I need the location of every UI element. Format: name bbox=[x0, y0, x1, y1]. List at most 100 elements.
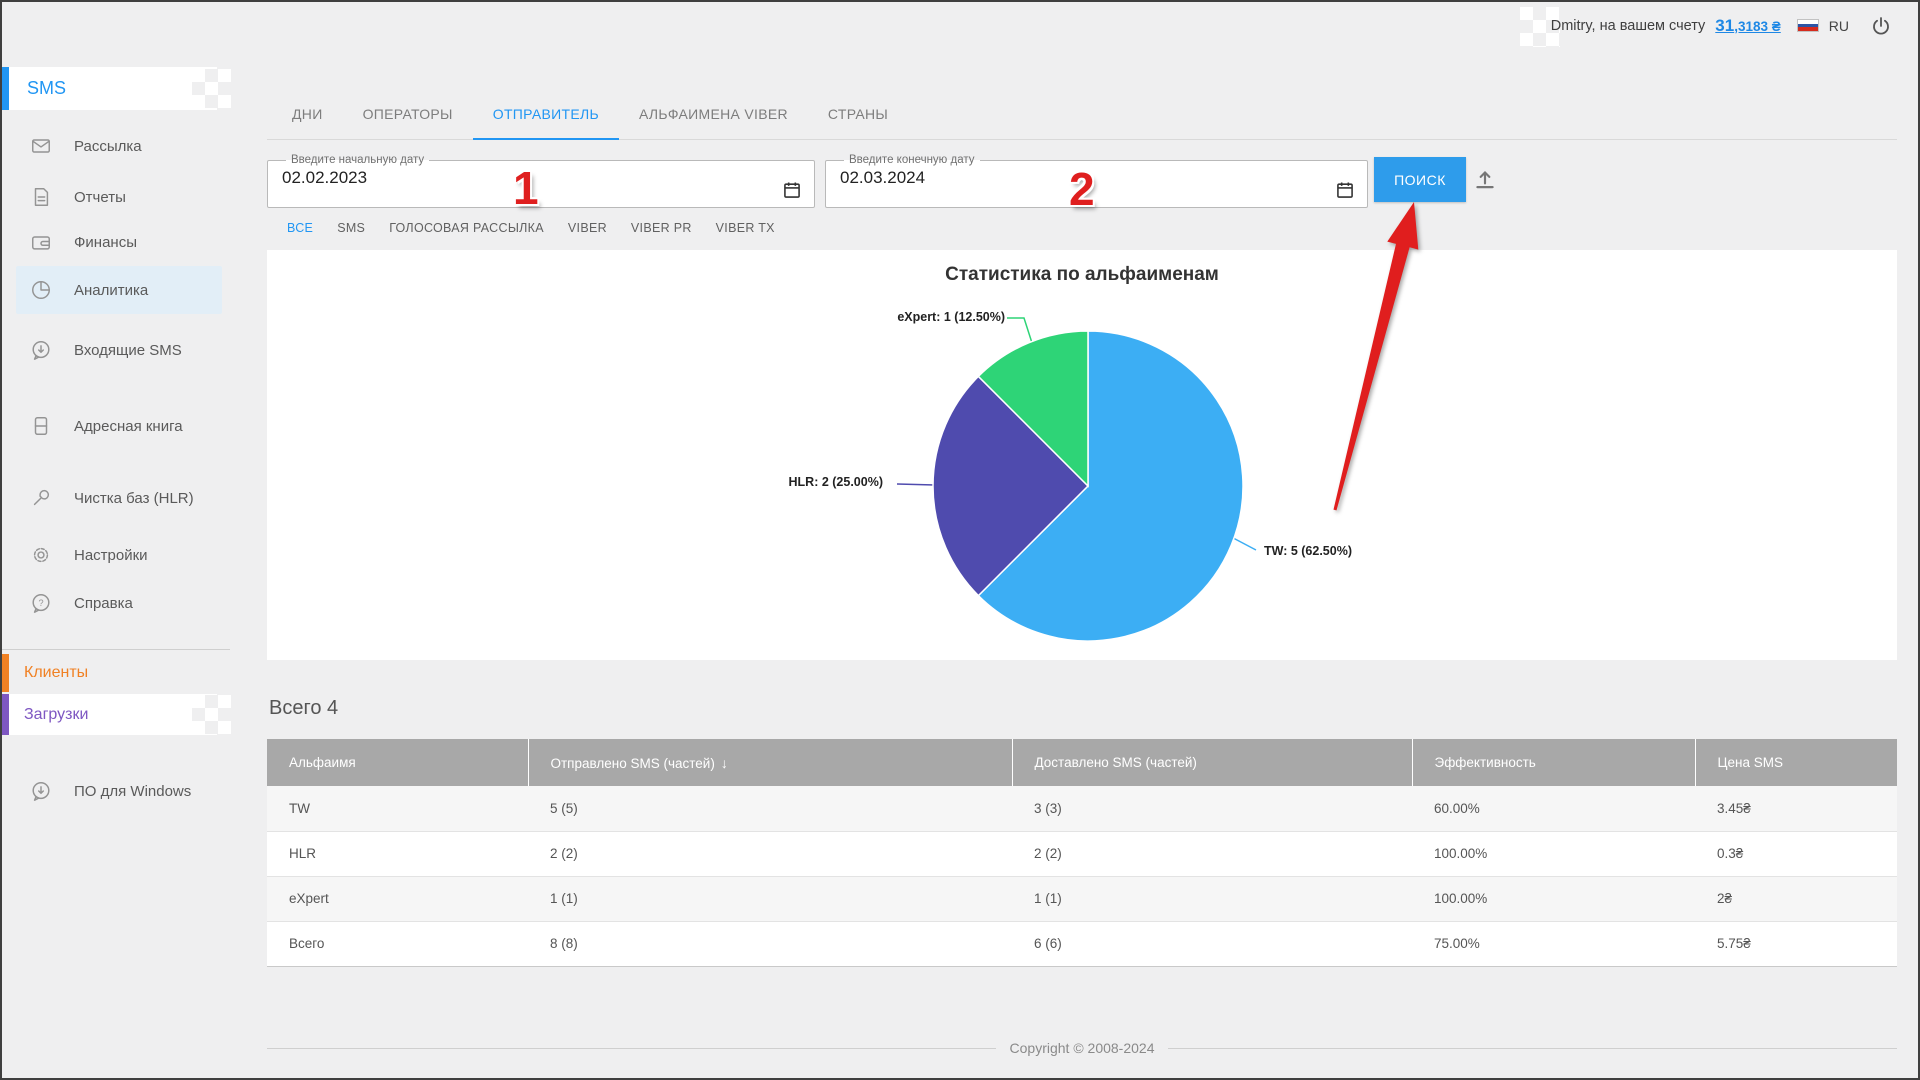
sidebar-item-rassylka[interactable]: Рассылка bbox=[22, 131, 222, 161]
sidebar-item-adresnaya-kniga[interactable]: Адресная книга bbox=[22, 400, 222, 452]
cell-price: 2₴ bbox=[1695, 875, 1897, 921]
sidebar-item-finansy[interactable]: Финансы bbox=[22, 227, 222, 257]
pie-icon bbox=[30, 279, 52, 301]
filter-golosovaya[interactable]: ГОЛОСОВАЯ РАССЫЛКА bbox=[389, 221, 544, 235]
col-delivered[interactable]: Доставлено SMS (частей) bbox=[1012, 739, 1413, 786]
cell-sent: 8 (8) bbox=[528, 920, 1012, 966]
alphaname-stats-chart: Статистика по альфаименам eXpert: 1 (12.… bbox=[267, 250, 1897, 660]
total-count-label: Всего 4 bbox=[269, 697, 339, 719]
filter-viber-tx[interactable]: VIBER TX bbox=[715, 221, 775, 235]
sidebar-item-label: Аналитика bbox=[74, 281, 149, 299]
help-icon: ? bbox=[30, 592, 52, 614]
sidebar-item-label: Входящие SMS bbox=[74, 341, 182, 359]
gear-icon bbox=[30, 544, 52, 566]
tab-strany[interactable]: СТРАНЫ bbox=[827, 106, 889, 122]
cell-price: 0.3₴ bbox=[1695, 830, 1897, 876]
cell-delivered: 2 (2) bbox=[1012, 830, 1412, 876]
analytics-tabs: ДНИ ОПЕРАТОРЫ ОТПРАВИТЕЛЬ АЛЬФАИМЕНА VIB… bbox=[267, 89, 1897, 140]
tab-operatory[interactable]: ОПЕРАТОРЫ bbox=[362, 106, 453, 122]
sidebar-item-label: ПО для Windows bbox=[74, 782, 192, 800]
col-sent[interactable]: Отправлено SMS (частей) ↓ bbox=[528, 739, 1013, 786]
cell-sent: 5 (5) bbox=[550, 800, 578, 816]
cell-efficiency: 100.00% bbox=[1412, 830, 1695, 876]
cell-efficiency: 75.00% bbox=[1412, 920, 1695, 966]
sidebar: SMS Рассылка Отчеты Финансы Аналитика Вх… bbox=[2, 49, 242, 1078]
filter-viber[interactable]: VIBER bbox=[567, 221, 607, 235]
section-label: Клиенты bbox=[24, 664, 89, 681]
sidebar-item-analitika[interactable]: Аналитика bbox=[16, 266, 222, 314]
col-alphaname[interactable]: Альфаимя bbox=[267, 739, 529, 786]
table-row: HLR 2 (2) 2 (2) 100.00% 0.3₴ bbox=[267, 830, 1897, 876]
cell-alphaname: Всего bbox=[267, 920, 528, 966]
upload-export-icon[interactable] bbox=[1472, 166, 1498, 197]
filter-sms[interactable]: SMS bbox=[337, 221, 366, 235]
sidebar-item-nastroyki[interactable]: Настройки bbox=[22, 540, 222, 570]
pie-chart-svg bbox=[896, 317, 1257, 642]
copyright-text: Copyright © 2008-2024 bbox=[1009, 1040, 1155, 1056]
cell-sent: 1 (1) bbox=[528, 875, 1012, 921]
sidebar-item-otchety[interactable]: Отчеты bbox=[22, 182, 222, 212]
cell-efficiency: 60.00% bbox=[1434, 800, 1480, 816]
end-date-label: Введите конечную дату bbox=[849, 154, 975, 166]
search-button[interactable]: ПОИСК bbox=[1374, 157, 1466, 202]
sidebar-section-zagruzki[interactable]: Загрузки bbox=[2, 694, 231, 735]
sidebar-item-po-dlya-windows[interactable]: ПО для Windows bbox=[22, 765, 222, 817]
sidebar-item-vhodyashchie-sms[interactable]: Входящие SMS bbox=[22, 324, 222, 376]
pie-label-tw: TW: 5 (62.50%) bbox=[1264, 544, 1352, 558]
cell-alphaname: eXpert bbox=[267, 875, 528, 921]
channel-filter-row: ВСЕ SMS ГОЛОСОВАЯ РАССЫЛКА VIBER VIBER P… bbox=[267, 221, 775, 235]
chart-title: Статистика по альфаименам bbox=[945, 264, 1219, 285]
filter-viber-pr[interactable]: VIBER PR bbox=[630, 221, 692, 235]
tab-dni[interactable]: ДНИ bbox=[292, 106, 323, 122]
cell-alphaname: TW bbox=[289, 800, 310, 816]
table-row: TW 5 (5) 3 (3) 60.00% 3.45₴ bbox=[267, 786, 1897, 831]
sidebar-item-label: Справка bbox=[74, 594, 133, 612]
start-date-input[interactable] bbox=[282, 168, 482, 188]
end-date-input[interactable] bbox=[840, 168, 1040, 188]
date-filter-row: Введите начальную дату Введите конечную … bbox=[267, 154, 1368, 208]
incoming-sms-icon bbox=[30, 339, 52, 361]
language-label[interactable]: RU bbox=[1828, 17, 1849, 34]
end-date-field[interactable]: Введите конечную дату bbox=[825, 154, 1368, 208]
svg-text:?: ? bbox=[38, 598, 43, 608]
pie-slice-tw[interactable] bbox=[977, 330, 1244, 642]
sidebar-item-label: Чистка баз (HLR) bbox=[74, 489, 194, 507]
sidebar-item-label: Отчеты bbox=[74, 188, 126, 206]
sidebar-section-klienty[interactable]: Клиенты bbox=[2, 654, 217, 692]
tab-alfaimena-viber[interactable]: АЛЬФАИМЕНА VIBER bbox=[638, 106, 788, 122]
russia-flag-icon[interactable] bbox=[1796, 19, 1819, 32]
cell-sent: 2 (2) bbox=[528, 830, 1012, 876]
start-date-field[interactable]: Введите начальную дату bbox=[267, 154, 815, 208]
table-row-total: Всего 8 (8) 6 (6) 75.00% 5.75₴ bbox=[267, 920, 1897, 966]
sidebar-item-spravka[interactable]: ? Справка bbox=[22, 588, 222, 618]
sidebar-item-chistka-baz[interactable]: Чистка баз (HLR) bbox=[22, 472, 222, 524]
col-efficiency[interactable]: Эффективность bbox=[1412, 739, 1696, 786]
annotation-step-1: 1 bbox=[513, 162, 539, 214]
sidebar-item-label: Рассылка bbox=[74, 137, 142, 155]
pie-slice-expert[interactable] bbox=[977, 330, 1089, 488]
leader-line-hlr bbox=[896, 483, 936, 486]
download-icon bbox=[30, 780, 52, 802]
wallet-icon bbox=[30, 231, 52, 253]
pixel-decoration bbox=[192, 695, 231, 734]
pixel-decoration bbox=[192, 69, 231, 108]
pie-slice-hlr[interactable] bbox=[932, 375, 1090, 597]
calendar-icon[interactable] bbox=[782, 180, 802, 205]
leader-line-expert bbox=[1007, 317, 1034, 347]
cell-delivered: 3 (3) bbox=[1034, 800, 1062, 816]
filter-vse[interactable]: ВСЕ bbox=[287, 221, 314, 235]
section-label: Загрузки bbox=[24, 705, 89, 723]
user-greeting: Dmitry, на вашем счету bbox=[1550, 17, 1706, 34]
top-header: Dmitry, на вашем счету 31,3183 ₴ RU bbox=[2, 2, 1918, 49]
tab-otpravitel[interactable]: ОТПРАВИТЕЛЬ bbox=[472, 89, 620, 140]
cell-delivered: 1 (1) bbox=[1012, 875, 1412, 921]
table-row: eXpert 1 (1) 1 (1) 100.00% 2₴ bbox=[267, 875, 1897, 921]
brand-label: SMS bbox=[27, 78, 67, 98]
balance-link[interactable]: 31,3183 ₴ bbox=[1715, 16, 1780, 36]
col-price[interactable]: Цена SMS bbox=[1695, 739, 1897, 786]
cell-delivered: 6 (6) bbox=[1012, 920, 1412, 966]
sidebar-brand-sms[interactable]: SMS bbox=[2, 67, 231, 110]
logout-power-icon[interactable] bbox=[1869, 14, 1893, 38]
calendar-icon[interactable] bbox=[1335, 180, 1355, 205]
